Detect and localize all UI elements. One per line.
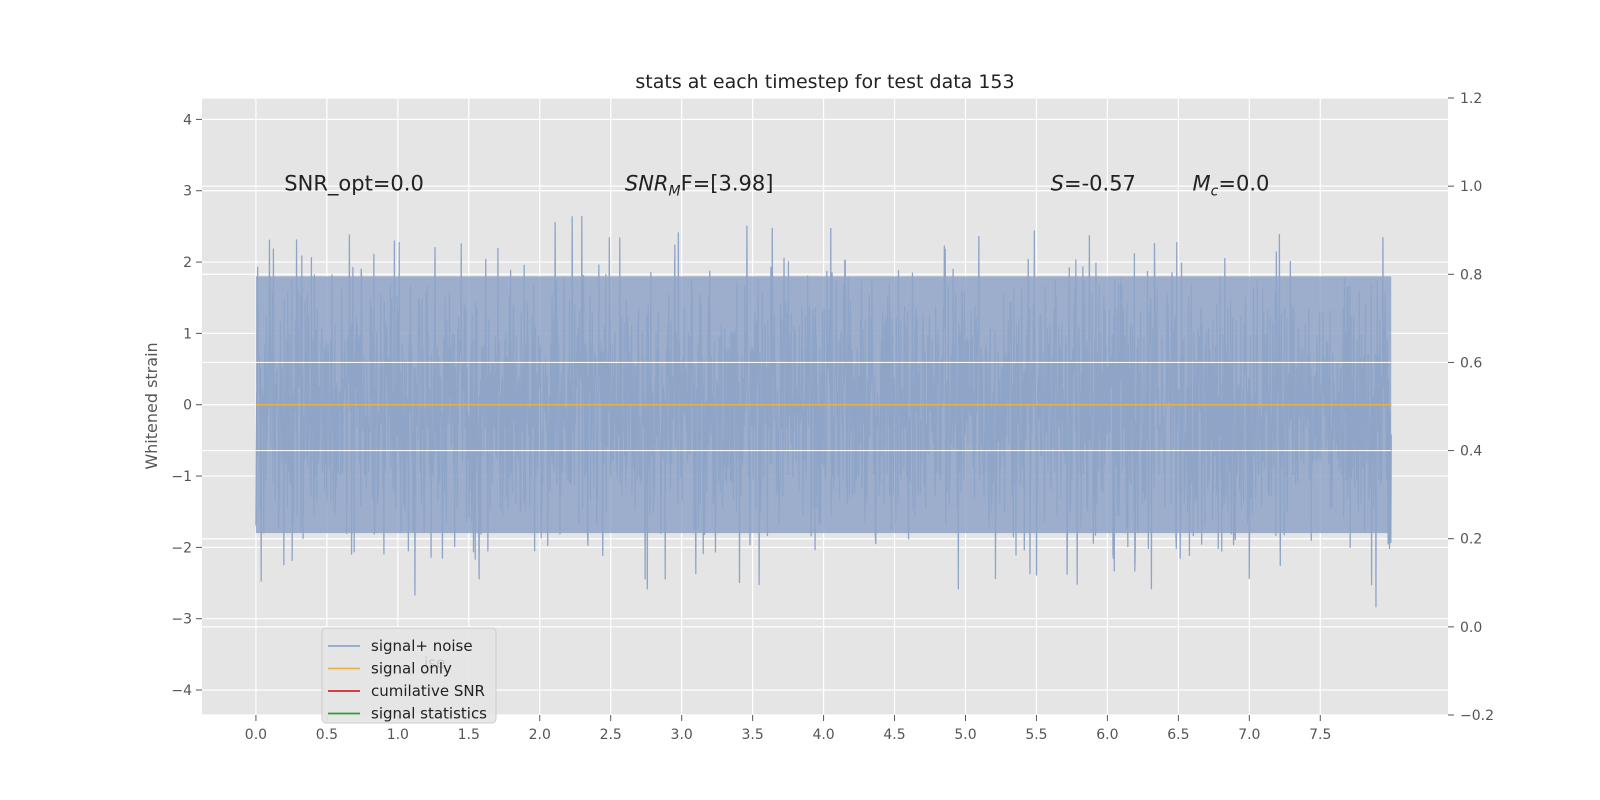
x-tick-label: 5.0	[954, 727, 976, 743]
y-tick-label: 1	[183, 326, 192, 342]
y-tick-label: 4	[183, 112, 192, 128]
y2-tick-label: 1.0	[1460, 179, 1482, 195]
y-tick-label: −2	[171, 540, 192, 556]
legend-label: cumilative SNR	[371, 682, 485, 700]
y2-tick-label: 0.0	[1460, 620, 1482, 636]
legend-label: signal only	[371, 660, 452, 678]
y-tick-label: 2	[183, 255, 192, 271]
x-tick-label: 1.5	[458, 727, 480, 743]
y-tick-label: 3	[183, 184, 192, 200]
y-tick-label: −1	[171, 469, 192, 485]
x-tick-label: 0.5	[316, 727, 338, 743]
x-tick-label: 3.0	[671, 727, 693, 743]
x-tick-label: 0.0	[245, 727, 267, 743]
annotation-2: S=-0.57	[1051, 172, 1136, 196]
x-tick-label: 5.5	[1025, 727, 1047, 743]
annotation-1: SNRMF=[3.98]	[625, 172, 774, 200]
x-tick-label: 6.5	[1167, 727, 1189, 743]
x-axis: 0.0 0.5 1.0 1.5 2.0 2.5 3.0 3.5 4.0 4.5 5.0 5.5 6.0 6…	[245, 715, 1331, 743]
x-tick-label: 3.5	[741, 727, 763, 743]
x-tick-label: 7.5	[1309, 727, 1331, 743]
y-axis-label: Whitened strain	[142, 342, 161, 469]
y2-tick-label: 0.2	[1460, 532, 1482, 548]
annotation-3: Mc=0.0	[1193, 172, 1270, 200]
x-tick-label: 6.0	[1096, 727, 1118, 743]
y-axis: −4 −3 −2 −1 0 1 2 3 4	[171, 112, 202, 699]
y-tick-label: 0	[183, 398, 192, 414]
y2-tick-label: −0.2	[1460, 708, 1494, 724]
y2-tick-label: 0.4	[1460, 444, 1482, 460]
y-tick-label: −3	[171, 612, 192, 628]
series-layer	[255, 216, 1392, 608]
y2-tick-label: 0.6	[1460, 355, 1482, 371]
legend-box	[321, 627, 497, 724]
legend-label: signal+ noise	[371, 637, 473, 655]
x-tick-label: 7.0	[1238, 727, 1260, 743]
y2-axis: −0.2 0.0 0.2 0.4 0.6 0.8 1.0 1.2	[1448, 91, 1494, 724]
y-tick-label: −4	[171, 683, 192, 699]
annotations: SNR_opt=0.0 SNRMF=[3.98] S=-0.57 Mc=0.0	[284, 172, 1269, 200]
chart-title: stats at each timestep for test data 153	[635, 71, 1014, 93]
y2-tick-label: 1.2	[1460, 91, 1482, 107]
x-tick-label: 4.0	[812, 727, 834, 743]
x-tick-label: 1.0	[387, 727, 409, 743]
x-tick-label: 2.5	[600, 727, 622, 743]
y2-tick-label: 0.8	[1460, 267, 1482, 283]
x-tick-label: 4.5	[883, 727, 905, 743]
legend-ghost-text: ise	[424, 654, 445, 672]
annotation-0: SNR_opt=0.0	[284, 172, 424, 197]
legend-label: signal statistics	[371, 705, 487, 723]
x-tick-label: 2.0	[529, 727, 551, 743]
